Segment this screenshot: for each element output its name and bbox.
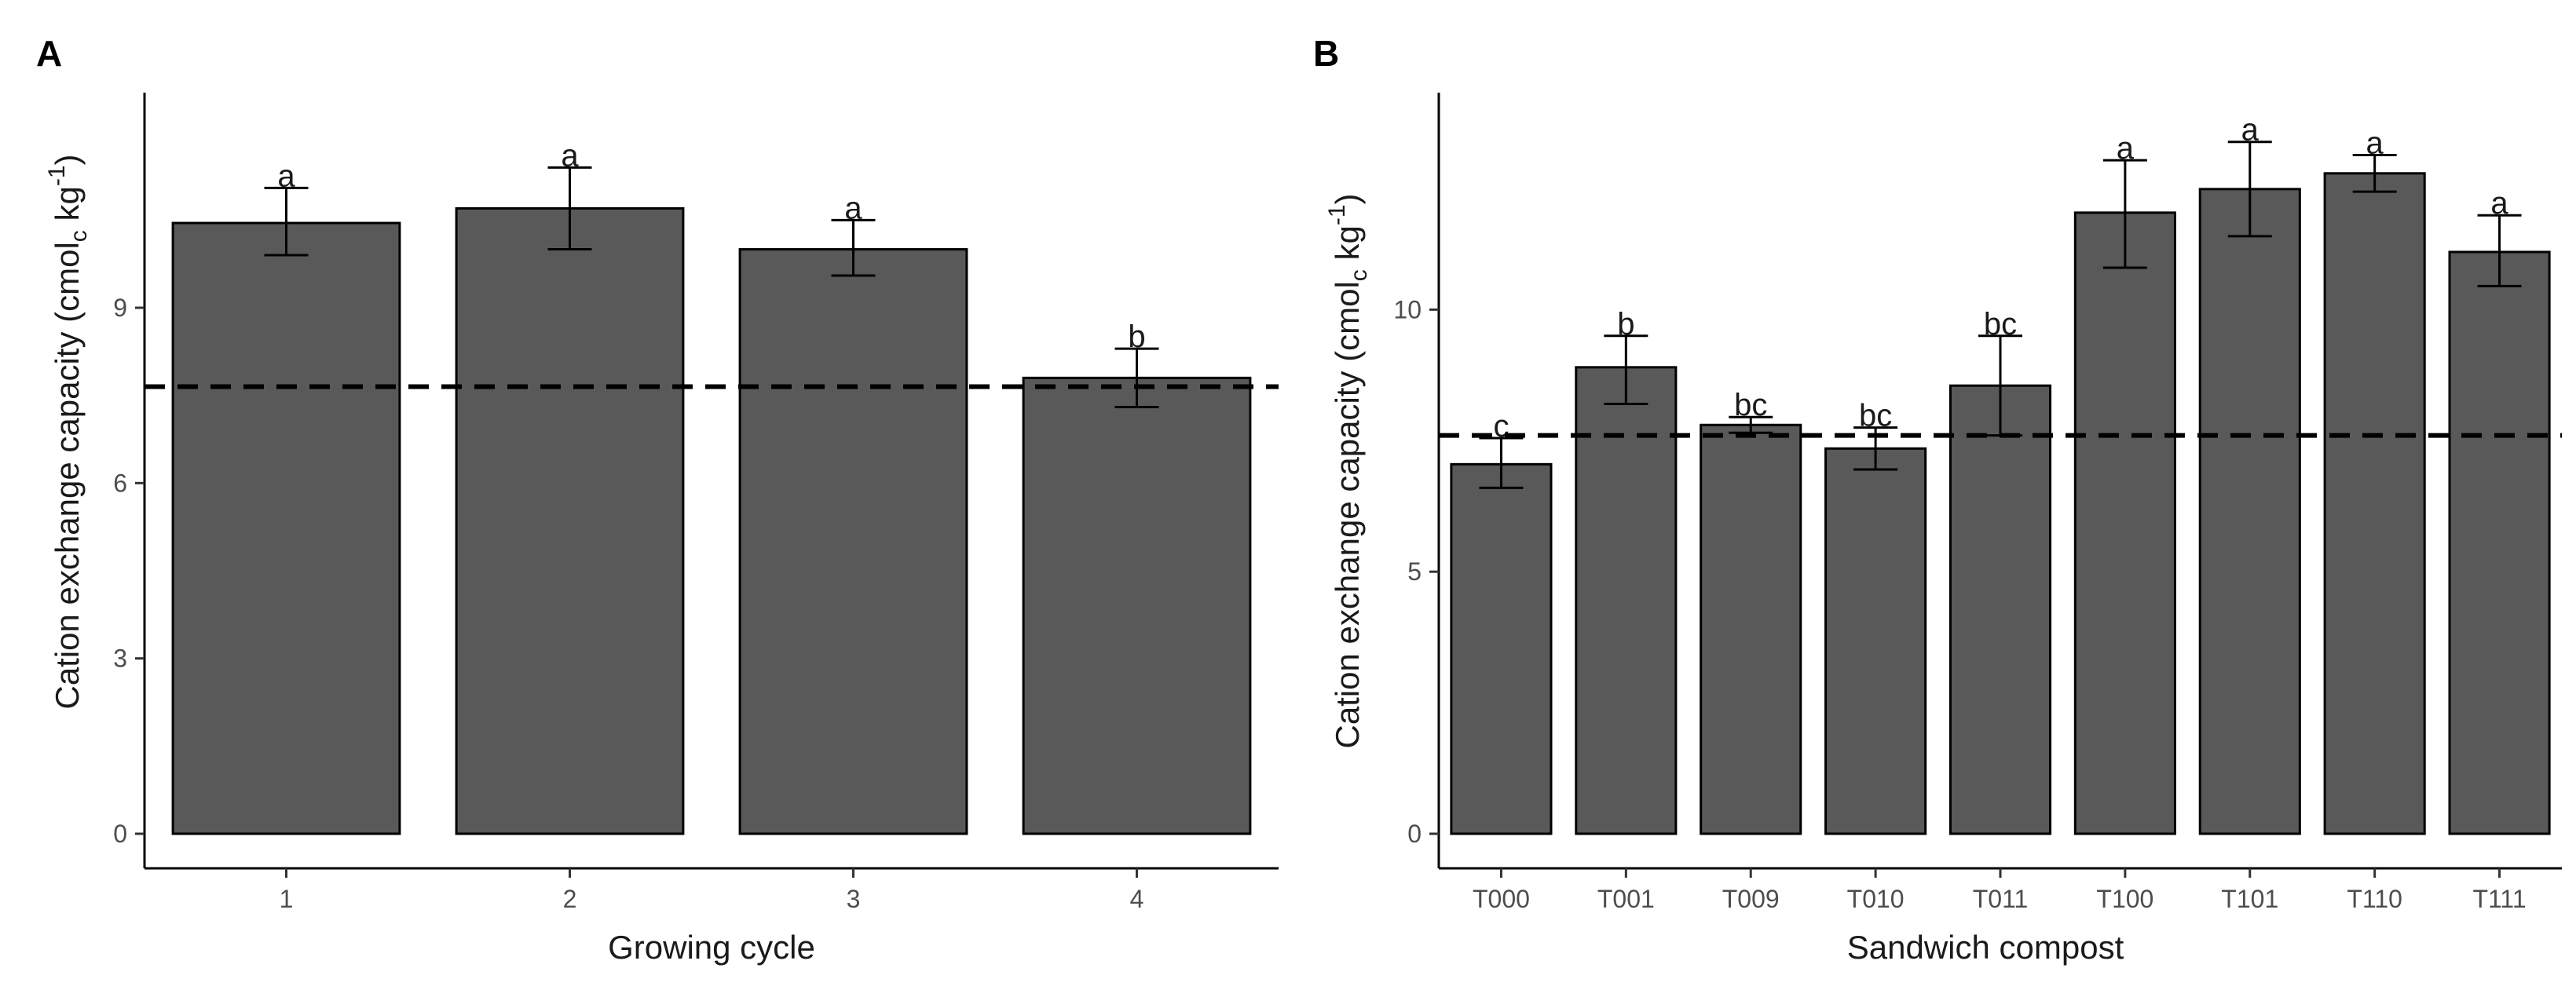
x-tick-label-b-T110: T110 (2347, 885, 2402, 913)
x-tick-label-b-T001: T001 (1597, 885, 1655, 913)
significance-letter-b-T101: a (2241, 113, 2259, 148)
x-tick-label-b-T100: T100 (2096, 885, 2153, 913)
x-tick-label-a-4: 4 (1130, 885, 1144, 913)
y-tick-label-b-0: 0 (1407, 820, 1422, 848)
panel-b-x-axis-title: Sandwich compost (1847, 929, 2124, 966)
x-tick-label-b-T000: T000 (1473, 885, 1530, 913)
panel-b-bars (1450, 172, 2551, 835)
panel-a-y-title-sup: -1 (44, 165, 70, 186)
bar-a-4 (1022, 376, 1252, 835)
x-tick-label-b-T010: T010 (1847, 885, 1905, 913)
y-tick-label-a-3: 3 (113, 645, 127, 673)
panel-letter-b: B (1313, 33, 1339, 74)
significance-letter-b-T010: bc (1859, 399, 1892, 433)
significance-letter-b-T000: c (1493, 409, 1509, 444)
panel-b-y-title-unit: kg (1329, 225, 1366, 269)
panel-b: B c b bc bc bc a a a a 0 5 10 T000 T001 T009 T010 T011… (1313, 33, 2562, 966)
significance-letter-b-T100: a (2117, 131, 2135, 166)
panel-a-y-ticks: 0 3 6 9 (113, 294, 145, 848)
significance-letter-b-T111: a (2490, 186, 2508, 221)
significance-letter-a-1: a (277, 159, 295, 193)
panel-letter-a: A (36, 33, 62, 74)
bar-b-T101 (2198, 188, 2301, 835)
panel-a-x-axis-title: Growing cycle (608, 929, 815, 966)
x-tick-label-b-T111: T111 (2472, 885, 2526, 913)
y-tick-label-a-9: 9 (113, 294, 127, 322)
panel-b-y-title-sup: -1 (1324, 204, 1350, 225)
x-tick-label-b-T009: T009 (1722, 885, 1780, 913)
panel-a-bars (171, 206, 1252, 835)
bar-b-T100 (2073, 211, 2176, 835)
x-tick-label-a-1: 1 (280, 885, 294, 913)
panel-b-y-title-sub: c (1346, 269, 1372, 281)
panel-a-significance-letters: a a a b (277, 138, 1145, 354)
panel-b-y-axis-title: Cation exchange capacity (cmolc kg-1) (1324, 193, 1372, 748)
panel-a-y-title-close: ) (49, 154, 86, 165)
y-tick-label-a-0: 0 (113, 820, 127, 848)
significance-letter-a-4: b (1128, 320, 1145, 354)
significance-letter-a-2: a (561, 138, 579, 173)
bar-a-3 (738, 248, 968, 835)
bar-b-T010 (1824, 447, 1927, 835)
panel-a-error-bars (264, 166, 1159, 409)
panel-a-y-title-unit: kg (49, 186, 86, 230)
significance-letter-a-3: a (844, 191, 862, 225)
significance-letter-b-T009: bc (1734, 388, 1767, 422)
x-tick-label-a-3: 3 (847, 885, 861, 913)
bar-b-T111 (2448, 250, 2551, 835)
bar-a-2 (455, 206, 685, 835)
x-tick-label-b-T011: T011 (1973, 885, 2029, 913)
panel-b-x-ticks: T000 T001 T009 T010 T011 T100 T101 T110 T111 (1473, 868, 2527, 913)
x-tick-label-b-T101: T101 (2221, 885, 2278, 913)
bar-b-T011 (1948, 384, 2052, 835)
significance-letter-b-T110: a (2366, 126, 2384, 160)
panel-b-significance-letters: c b bc bc bc a a a a (1493, 113, 2508, 444)
bar-b-T009 (1700, 423, 1802, 835)
significance-letter-b-T011: bc (1984, 307, 2017, 342)
panel-a-y-title-main: Cation exchange capacity (cmol (49, 242, 86, 709)
panel-b-y-ticks: 0 5 10 (1393, 295, 1439, 848)
bar-b-T110 (2323, 172, 2426, 835)
bar-a-1 (171, 221, 401, 835)
panel-a-y-title-sub: c (66, 230, 92, 242)
panel-a-x-ticks: 1 2 3 4 (280, 868, 1144, 913)
bar-b-T000 (1450, 462, 1553, 835)
panel-a-y-axis-title: Cation exchange capacity (cmolc kg-1) (44, 154, 92, 709)
significance-letter-b-T001: b (1617, 307, 1634, 342)
panel-b-y-title-main: Cation exchange capacity (cmol (1329, 281, 1366, 748)
y-tick-label-b-5: 5 (1407, 557, 1422, 586)
y-tick-label-b-10: 10 (1393, 295, 1422, 323)
x-tick-label-a-2: 2 (563, 885, 577, 913)
panel-b-y-title-close: ) (1329, 193, 1366, 204)
y-tick-label-a-6: 6 (113, 469, 127, 497)
